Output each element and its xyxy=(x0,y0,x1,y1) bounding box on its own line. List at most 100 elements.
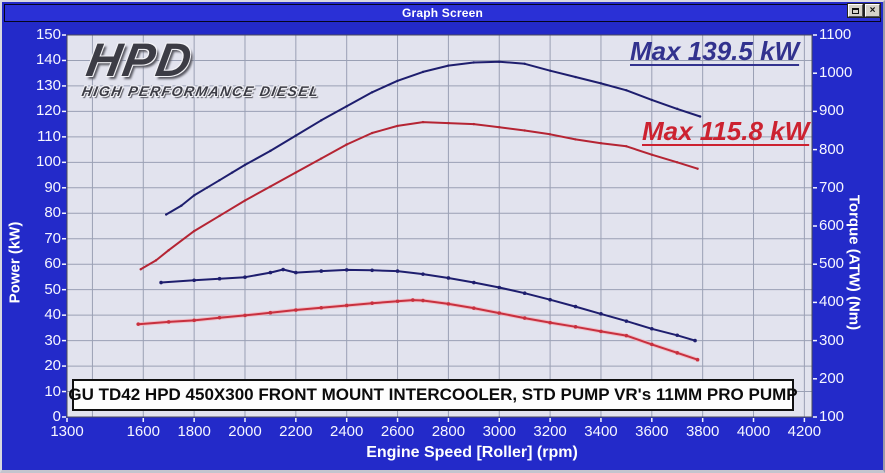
torque-hpd-blue-marker xyxy=(573,304,578,309)
power-tick-label: 130 xyxy=(35,76,61,94)
torque-tick-label: 100 xyxy=(819,408,845,425)
torque-hpd-blue-marker xyxy=(294,270,298,275)
torque-hpd-blue-marker xyxy=(319,269,324,273)
torque-std-red-marker xyxy=(650,342,654,347)
torque-hpd-blue-marker xyxy=(395,269,400,273)
torque-hpd-blue-marker xyxy=(599,312,603,316)
power-std-red-marker xyxy=(243,199,247,202)
torque-hpd-blue-marker xyxy=(693,338,697,343)
torque-std-red-marker xyxy=(294,308,298,312)
torque-std-red-marker xyxy=(675,351,680,355)
power-std-red-marker xyxy=(447,121,450,125)
power-hpd-blue-marker xyxy=(498,60,501,63)
power-hpd-blue-marker xyxy=(472,61,476,64)
torque-hpd-blue-marker xyxy=(650,326,654,331)
power-hpd-blue-marker xyxy=(396,79,399,83)
power-hpd-blue-marker xyxy=(698,115,702,118)
power-hpd-blue-marker xyxy=(218,178,221,182)
plot-background xyxy=(67,35,812,417)
rpm-tick-label: 3800 xyxy=(685,423,720,440)
power-tick-label: 20 xyxy=(44,357,61,375)
torque-tick-label: 1000 xyxy=(819,64,853,82)
power-tick-label: 110 xyxy=(37,127,61,145)
torque-hpd-blue-marker xyxy=(370,268,374,273)
power-tick-label: 90 xyxy=(44,178,61,196)
close-icon: × xyxy=(869,4,876,16)
power-hpd-blue-marker xyxy=(243,163,247,167)
rpm-tick-label: 3000 xyxy=(482,423,516,440)
power-hpd-blue-marker xyxy=(192,194,196,197)
power-hpd-blue-marker xyxy=(180,204,183,207)
restore-button[interactable] xyxy=(847,3,864,18)
torque-tick-label: 700 xyxy=(819,178,845,196)
torque-std-red-marker xyxy=(243,313,247,318)
rpm-tick-label: 4000 xyxy=(736,423,771,440)
torque-std-red-marker xyxy=(268,310,273,315)
power-tick-label: 140 xyxy=(35,51,61,69)
power-hpd-blue-marker xyxy=(421,70,425,74)
torque-std-red-marker xyxy=(344,303,349,308)
torque-std-red-marker xyxy=(446,302,451,306)
power-std-red-marker xyxy=(650,153,654,156)
torque-std-red-marker xyxy=(370,301,374,305)
torque-hpd-blue-marker xyxy=(344,268,349,272)
rpm-tick-label: 2200 xyxy=(279,423,313,440)
torque-tick-label: 600 xyxy=(819,217,845,234)
close-button[interactable]: × xyxy=(864,3,881,18)
torque-hpd-blue-marker xyxy=(624,319,629,323)
power-hpd-blue-marker xyxy=(205,186,209,189)
power-std-red-marker xyxy=(498,125,501,129)
power-std-red-marker xyxy=(218,214,221,218)
power-hpd-blue-marker xyxy=(345,105,348,108)
dyno-run-description: GU TD42 HPD 450X300 FRONT MOUNT INTERCOO… xyxy=(68,379,798,411)
torque-std-red-marker xyxy=(599,329,603,334)
torque-tick-label: 500 xyxy=(819,255,845,273)
torque-hpd-blue-marker xyxy=(281,267,285,272)
torque-std-red-marker xyxy=(421,298,425,303)
power-std-red-marker xyxy=(139,268,142,271)
power-tick-label: 10 xyxy=(44,382,61,400)
torque-hpd-blue-marker xyxy=(497,285,502,290)
torque-tick-label: 300 xyxy=(819,331,845,349)
torque-hpd-blue-marker xyxy=(675,333,680,338)
torque-std-red-marker xyxy=(522,316,527,320)
restore-icon xyxy=(852,7,859,14)
power-std-red-marker xyxy=(269,185,272,188)
power-std-red-marker xyxy=(167,248,170,252)
power-hpd-blue-marker xyxy=(370,91,374,94)
rpm-tick-label: 3600 xyxy=(635,423,669,440)
power-hpd-blue-marker xyxy=(548,69,552,72)
rpm-tick-label: 3400 xyxy=(584,423,618,440)
power-hpd-blue-marker xyxy=(294,134,298,137)
rpm-tick-label: 1600 xyxy=(126,423,160,440)
torque-hpd-blue-marker xyxy=(472,280,476,285)
torque-hpd-blue-marker xyxy=(159,280,163,285)
power-tick-label: 0 xyxy=(52,408,61,425)
torque-hpd-blue-marker xyxy=(446,276,451,280)
power-std-red-marker xyxy=(320,157,323,160)
torque-tick-label: 400 xyxy=(819,293,845,311)
power-std-red-marker xyxy=(192,229,196,233)
title-bar[interactable]: Graph Screen xyxy=(4,4,881,22)
power-hpd-blue-marker xyxy=(599,82,603,85)
torque-tick-label: 900 xyxy=(819,102,845,120)
torque-tick-label: 800 xyxy=(819,140,845,158)
power-hpd-blue-marker xyxy=(320,119,323,122)
torque-std-red-marker xyxy=(319,305,324,310)
power-hpd-blue-marker xyxy=(231,171,234,174)
torque-std-red-marker xyxy=(136,322,140,326)
power-tick-label: 80 xyxy=(44,204,61,222)
rpm-tick-label: 2800 xyxy=(431,423,466,440)
power-tick-label: 30 xyxy=(44,331,61,349)
torque-std-red-marker xyxy=(217,315,222,320)
rpm-tick-label: 2600 xyxy=(380,423,415,440)
power-std-red-marker xyxy=(599,142,603,145)
rpm-tick-label: 1800 xyxy=(177,423,211,440)
rpm-tick-label: 1300 xyxy=(50,423,84,440)
torque-std-red-marker xyxy=(395,299,400,304)
power-std-red-marker xyxy=(472,122,476,126)
torque-std-red-marker xyxy=(573,325,578,329)
power-hpd-blue-marker xyxy=(650,98,654,102)
power-std-red-marker xyxy=(523,129,526,132)
torque-std-red-marker xyxy=(695,357,700,362)
